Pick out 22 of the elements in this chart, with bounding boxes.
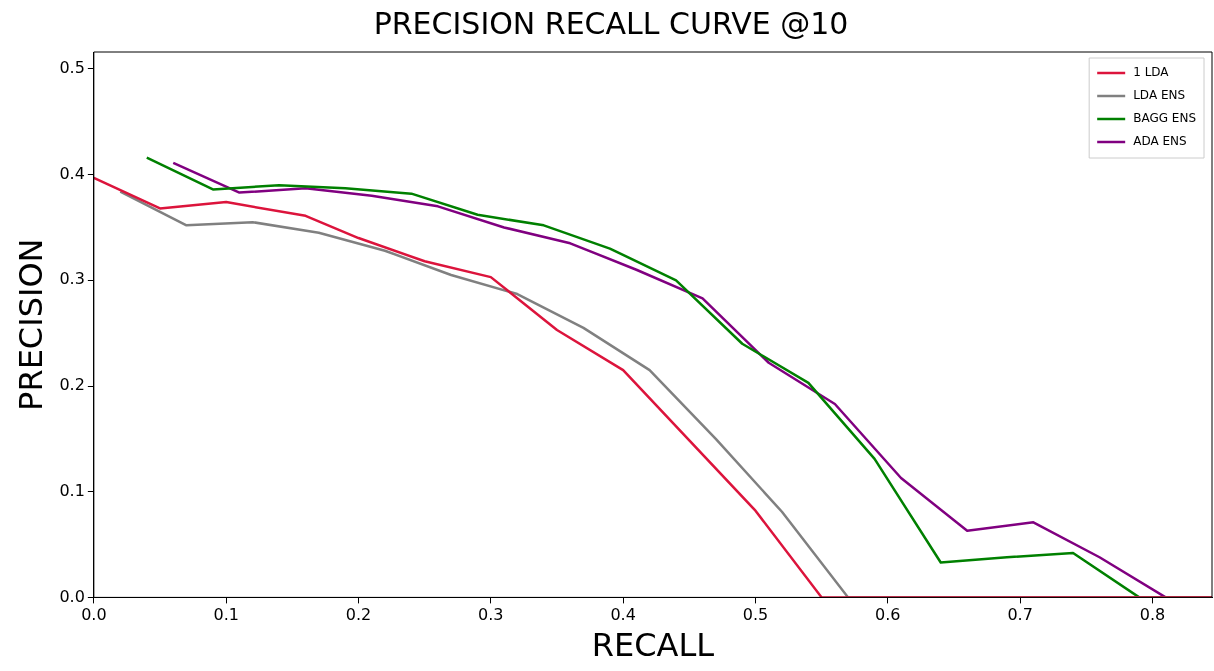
x-tick-label: 0.2 [345,605,372,625]
chart-title: PRECISION RECALL CURVE @10 [373,5,849,41]
y-tick-label: 0.5 [59,58,85,78]
y-tick-label: 0.2 [59,375,85,395]
y-tick-label: 0.3 [59,269,85,289]
x-tick-label: 0.8 [1139,605,1166,625]
y-tick-label: 0.1 [59,480,85,500]
legend-label: LDA ENS [1133,88,1186,103]
legend-label: ADA ENS [1133,134,1187,149]
x-tick-label: 0.0 [81,605,107,625]
x-tick-label: 0.4 [610,605,636,625]
x-tick-label: 0.5 [742,605,769,625]
legend-label: 1 LDA [1133,65,1170,80]
x-axis-title: RECALL [591,626,715,665]
x-tick-label: 0.7 [1007,605,1033,625]
y-tick-label: 0.4 [59,163,85,183]
x-tick-label: 0.6 [875,605,901,625]
y-axis-title: PRECISION [11,238,50,411]
legend-label: BAGG ENS [1133,111,1197,126]
y-tick-label: 0.0 [59,586,85,606]
x-tick-label: 0.3 [478,605,504,625]
x-tick-label: 0.1 [213,605,239,625]
